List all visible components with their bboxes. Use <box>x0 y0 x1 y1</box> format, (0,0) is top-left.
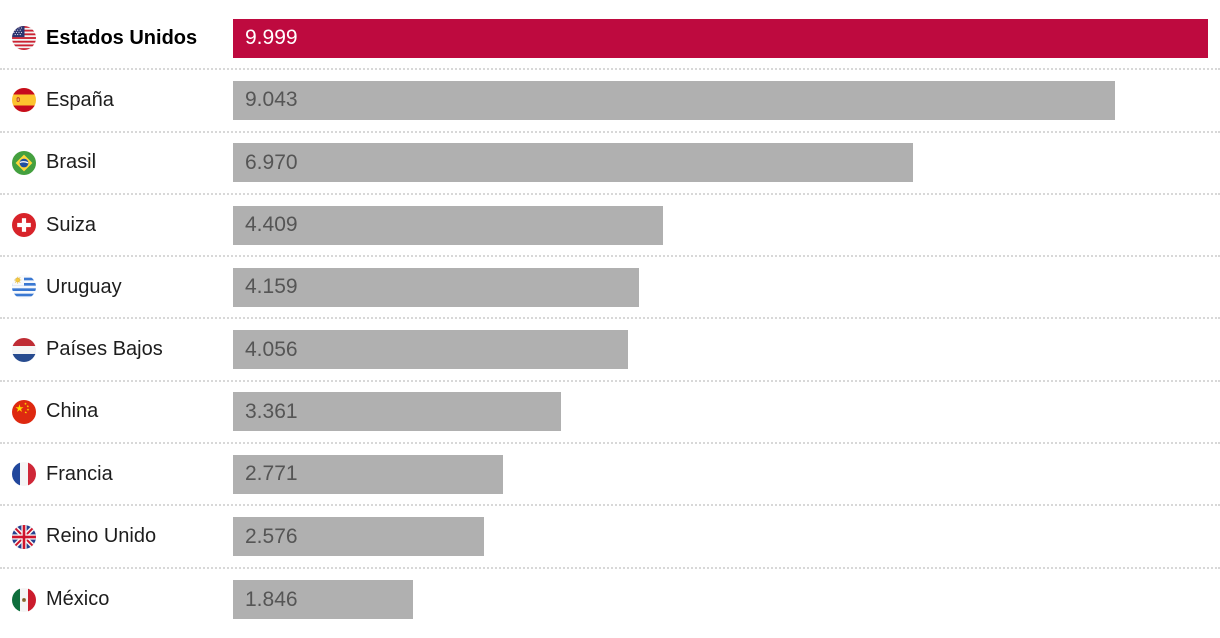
row-label-group: China <box>0 399 233 424</box>
bar: 6.970 <box>233 143 913 183</box>
chart-row: Países Bajos 4.056 <box>0 319 1220 382</box>
row-label-group: España <box>0 88 233 113</box>
row-label-group: Brasil <box>0 150 233 175</box>
country-label: Reino Unido <box>46 525 157 548</box>
row-label-group: Suiza <box>0 213 233 238</box>
bar: 1.846 <box>233 580 413 620</box>
country-label: Uruguay <box>46 275 122 298</box>
row-label-group: Francia <box>0 462 233 487</box>
flag-fr-icon <box>12 462 36 487</box>
row-label-group: Estados Unidos <box>0 26 233 51</box>
bar-track: 1.846 <box>233 580 1220 620</box>
chart-row: Reino Unido 2.576 <box>0 506 1220 569</box>
bar-value-label: 4.409 <box>245 213 298 237</box>
flag-us-icon <box>12 26 36 51</box>
flag-cn-icon <box>12 399 36 424</box>
chart-row: Francia 2.771 <box>0 444 1220 507</box>
flag-mx-icon <box>12 587 36 612</box>
country-label: Suiza <box>46 213 97 236</box>
bar-track: 3.361 <box>233 392 1220 432</box>
bar-track: 9.043 <box>233 80 1220 120</box>
flag-es-icon <box>12 88 36 113</box>
bar-value-label: 9.999 <box>245 26 298 50</box>
flag-ch-icon <box>12 213 36 238</box>
chart-row: Uruguay 4.159 <box>0 257 1220 320</box>
bar-value-label: 9.043 <box>245 88 298 112</box>
bar-track: 2.576 <box>233 517 1220 557</box>
bar: 3.361 <box>233 392 561 432</box>
bar-track: 4.409 <box>233 205 1220 245</box>
bar-track: 4.159 <box>233 267 1220 307</box>
flag-br-icon <box>12 150 36 175</box>
flag-gb-icon <box>12 524 36 549</box>
chart-row: México 1.846 <box>0 569 1220 631</box>
bar-value-label: 2.771 <box>245 462 298 486</box>
country-label: México <box>46 588 110 611</box>
bar: 9.043 <box>233 80 1115 120</box>
country-label: China <box>46 400 99 423</box>
bar-track: 6.970 <box>233 143 1220 183</box>
country-label: Brasil <box>46 151 97 174</box>
bar: 9.999 <box>233 18 1208 58</box>
bar: 2.576 <box>233 517 485 557</box>
bar-value-label: 2.576 <box>245 524 298 548</box>
bar: 2.771 <box>233 454 504 494</box>
row-label-group: Uruguay <box>0 275 233 300</box>
bar: 4.056 <box>233 330 629 370</box>
bar-track: 2.771 <box>233 454 1220 494</box>
flag-uy-icon <box>12 275 36 300</box>
row-label-group: México <box>0 587 233 612</box>
bar-value-label: 1.846 <box>245 587 298 611</box>
bar-value-label: 3.361 <box>245 399 298 423</box>
bar-value-label: 4.056 <box>245 337 298 361</box>
chart-row: Estados Unidos 9.999 <box>0 8 1220 71</box>
country-label: Francia <box>46 462 113 485</box>
bar: 4.159 <box>233 267 639 307</box>
bar-value-label: 6.970 <box>245 150 298 174</box>
country-label: Estados Unidos <box>46 26 198 49</box>
bar: 4.409 <box>233 205 663 245</box>
bar-value-label: 4.159 <box>245 275 298 299</box>
chart-row: China 3.361 <box>0 382 1220 445</box>
flag-nl-icon <box>12 337 36 362</box>
country-label: España <box>46 88 114 111</box>
bar-track: 4.056 <box>233 330 1220 370</box>
country-label: Países Bajos <box>46 338 163 361</box>
chart-row: Brasil 6.970 <box>0 133 1220 195</box>
chart-row: Suiza 4.409 <box>0 195 1220 258</box>
row-label-group: Países Bajos <box>0 337 233 362</box>
bar-chart: Estados Unidos 9.999 España 9.043 Brasil… <box>0 8 1220 631</box>
row-label-group: Reino Unido <box>0 524 233 549</box>
chart-row: España 9.043 <box>0 70 1220 133</box>
bar-track: 9.999 <box>233 18 1220 58</box>
